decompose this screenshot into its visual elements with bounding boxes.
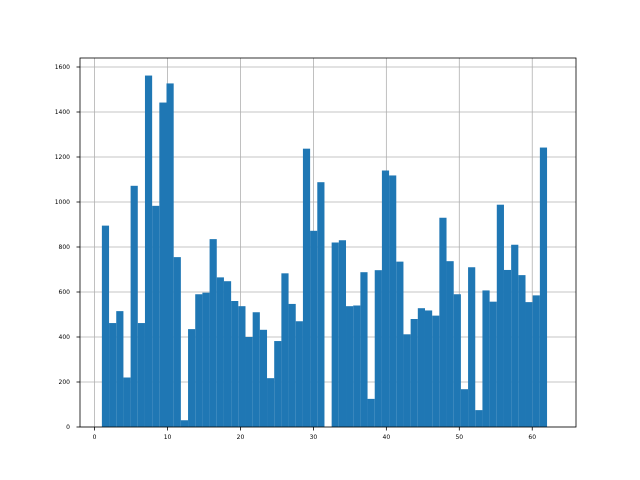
histogram-bar <box>468 267 476 427</box>
histogram-bar <box>338 240 347 427</box>
histogram-bar <box>259 329 268 427</box>
histogram-bar <box>137 323 145 427</box>
x-tick-label: 10 <box>164 434 172 441</box>
histogram-bar <box>460 389 469 427</box>
plot-frame <box>79 57 577 428</box>
histogram-bar <box>101 225 110 427</box>
histogram-bar <box>446 261 454 427</box>
histogram-bar <box>223 281 232 427</box>
histogram-bar <box>346 306 354 427</box>
histogram-bar <box>159 102 167 428</box>
histogram-bar <box>331 242 339 427</box>
histogram-bar <box>152 205 160 427</box>
histogram-bar <box>238 306 246 427</box>
histogram-bar <box>432 315 440 427</box>
histogram-bar <box>410 319 418 427</box>
histogram-bar <box>274 341 282 427</box>
histogram-bar <box>130 185 138 427</box>
histogram-bar <box>317 182 325 427</box>
histogram-bar <box>144 75 153 428</box>
histogram-bar <box>503 269 512 427</box>
histogram-bar <box>453 294 461 427</box>
histogram-bar <box>245 337 253 427</box>
histogram-bar <box>482 290 490 427</box>
y-tick-label: 400 <box>59 334 71 341</box>
histogram-bar <box>252 312 260 427</box>
x-tick-label: 0 <box>93 434 97 441</box>
histogram-bar <box>302 148 311 428</box>
x-tick-label: 50 <box>455 434 463 441</box>
x-tick-label: 60 <box>528 434 536 441</box>
histogram-bar <box>367 398 375 427</box>
histogram-bar <box>396 261 404 427</box>
y-tick-label: 1400 <box>55 109 70 116</box>
histogram-bar <box>374 270 382 427</box>
y-tick-label: 200 <box>59 379 71 386</box>
x-tick-label: 30 <box>310 434 318 441</box>
y-tick-label: 600 <box>59 289 71 296</box>
y-tick-label: 1200 <box>55 154 70 161</box>
histogram-bar <box>180 420 189 427</box>
histogram-bar <box>231 301 239 427</box>
histogram-bar <box>202 292 210 427</box>
histogram-bar <box>295 321 303 427</box>
histogram-bar <box>511 244 519 427</box>
histogram-bar <box>424 310 433 427</box>
histogram-bar <box>381 170 390 427</box>
histogram-bar <box>166 83 174 428</box>
histogram-bar <box>389 175 397 427</box>
histogram-bar <box>417 308 425 427</box>
histogram-bar <box>360 272 368 427</box>
histogram-bar <box>173 257 181 427</box>
histogram-bar <box>123 377 131 427</box>
histogram-bar <box>475 410 483 427</box>
histogram-bar <box>353 305 361 427</box>
histogram-bar <box>188 329 196 427</box>
y-tick-label: 1000 <box>55 199 70 206</box>
histogram-bar <box>281 273 289 427</box>
histogram-bar <box>116 311 124 427</box>
histogram-bar <box>195 294 203 427</box>
x-tick-label: 20 <box>237 434 245 441</box>
histogram-bar <box>525 302 533 427</box>
y-tick-label: 0 <box>66 424 70 431</box>
histogram-bar <box>439 217 447 427</box>
histogram-bar <box>539 147 548 428</box>
y-tick-label: 1600 <box>55 64 70 71</box>
axes: 0 10 20 30 40 50 60020040060080010001200140016… <box>55 57 577 441</box>
histogram-bar <box>496 204 504 427</box>
x-tick-label: 40 <box>383 434 391 441</box>
histogram-bar <box>216 277 224 427</box>
histogram-bar <box>310 230 318 427</box>
histogram-bar <box>267 378 275 427</box>
histogram-bars <box>101 75 548 428</box>
histogram-bar <box>489 301 497 427</box>
histogram-bar <box>532 295 540 427</box>
histogram-bar <box>518 275 526 427</box>
histogram-bar <box>403 334 411 427</box>
histogram-bar <box>288 303 296 427</box>
y-tick-label: 800 <box>59 244 71 251</box>
histogram-bar <box>209 239 217 427</box>
histogram-bar <box>109 323 117 427</box>
